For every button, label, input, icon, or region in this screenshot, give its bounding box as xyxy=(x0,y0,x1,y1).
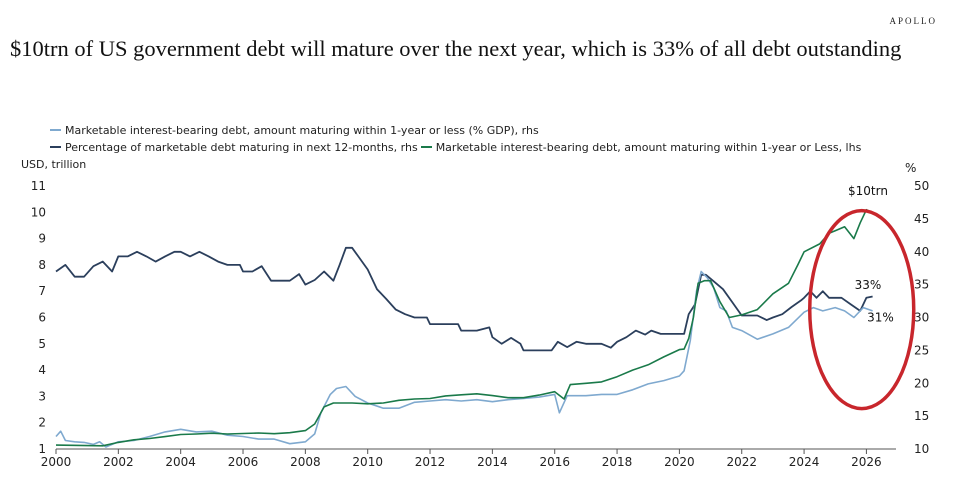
y-left-tick-label: 2 xyxy=(38,416,46,430)
right-axis-unit-label: % xyxy=(905,161,916,175)
x-tick-label: 2010 xyxy=(352,455,383,469)
x-tick-label: 2008 xyxy=(290,455,321,469)
y-right-tick-label: 30 xyxy=(914,311,929,325)
left-axis-unit-label: USD, trillion xyxy=(21,158,87,171)
x-tick-label: 2018 xyxy=(602,455,633,469)
annotation-10trn: $10trn xyxy=(848,184,888,198)
x-tick-label: 2004 xyxy=(165,455,196,469)
x-tick-label: 2000 xyxy=(41,455,72,469)
legend-label-usd: Marketable interest-bearing debt, amount… xyxy=(435,141,862,154)
x-tick-label: 2012 xyxy=(415,455,446,469)
legend-entry-pct-gdp: Marketable interest-bearing debt, amount… xyxy=(50,124,539,137)
legend-label-pct-gdp: Marketable interest-bearing debt, amount… xyxy=(65,124,539,137)
legend-row-2: Percentage of marketable debt maturing i… xyxy=(50,141,861,154)
y-left-tick-label: 3 xyxy=(38,389,46,403)
y-left-tick-label: 8 xyxy=(38,258,46,272)
series-line-pct-debt-maturing xyxy=(55,246,873,352)
y-left-tick-label: 5 xyxy=(38,337,46,351)
legend-swatch-pct-debt xyxy=(50,145,61,148)
x-tick-label: 2022 xyxy=(726,455,757,469)
chart-title: $10trn of US government debt will mature… xyxy=(10,36,902,61)
x-tick-label: 2024 xyxy=(789,455,820,469)
axes-group: 2000 2002 2004 2006 2008 2010 2012 2014 2016 2018… xyxy=(31,161,930,469)
legend-swatch-usd xyxy=(420,145,432,148)
y-left-tick-label: 10 xyxy=(31,205,46,219)
annotation-31pct: 31% xyxy=(867,310,894,324)
annotations-group: $10trn 33% 31% xyxy=(807,184,916,411)
series-line-maturing-usd xyxy=(55,208,872,447)
y-left-tick-label: 1 xyxy=(38,442,46,456)
y-right-tick-label: 35 xyxy=(914,278,929,292)
y-right-tick-label: 10 xyxy=(914,442,929,456)
y-right-tick-label: 25 xyxy=(914,343,929,357)
x-tick-label: 2026 xyxy=(851,455,882,469)
x-tick-label: 2006 xyxy=(228,455,259,469)
annotation-33pct: 33% xyxy=(855,278,882,292)
x-tick-label: 2020 xyxy=(664,455,695,469)
y-right-tick-label: 15 xyxy=(914,409,929,423)
y-right-tick-label: 45 xyxy=(914,212,929,226)
y-left-tick-label: 11 xyxy=(31,179,46,193)
y-right-tick-label: 40 xyxy=(914,245,929,259)
y-right-tick-label: 50 xyxy=(914,179,929,193)
y-left-tick-label: 7 xyxy=(38,284,46,298)
series-line-maturing-pct-gdp xyxy=(55,270,873,448)
series-group xyxy=(55,208,873,448)
x-tick-label: 2014 xyxy=(477,455,508,469)
y-right-tick-label: 20 xyxy=(914,376,929,390)
highlight-ellipse xyxy=(807,208,916,411)
brand-logo: APOLLO xyxy=(889,16,937,26)
y-left-tick-label: 9 xyxy=(38,232,46,246)
y-left-tick-label: 4 xyxy=(38,363,46,377)
legend-label-pct-debt: Percentage of marketable debt maturing i… xyxy=(65,141,418,154)
y-left-tick-label: 6 xyxy=(38,311,46,325)
legend-swatch-pct-gdp xyxy=(50,128,61,131)
x-tick-label: 2016 xyxy=(539,455,570,469)
x-tick-label: 2002 xyxy=(103,455,134,469)
